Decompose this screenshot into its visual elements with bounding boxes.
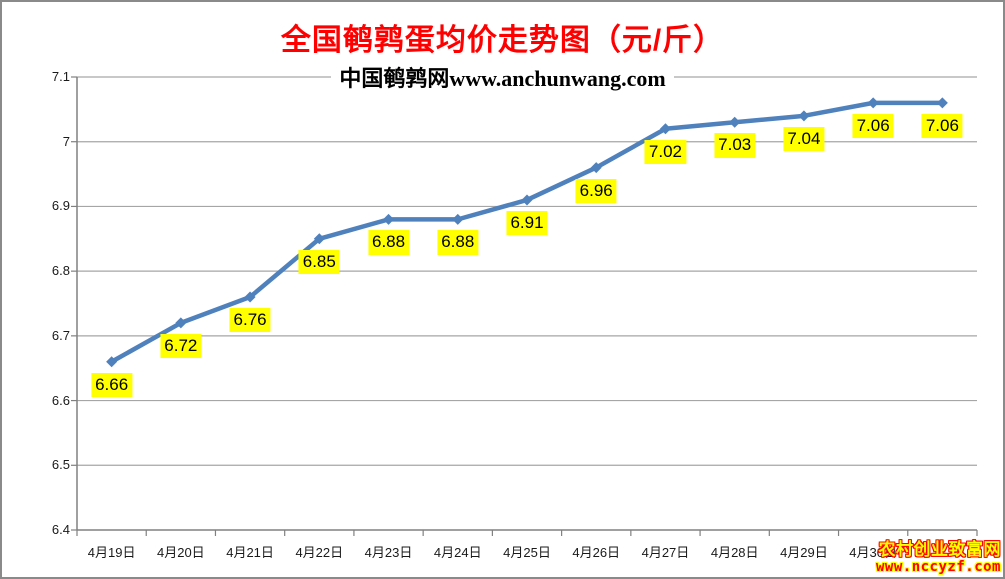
data-point-label: 6.96 — [575, 178, 617, 203]
data-point-label: 6.91 — [506, 210, 548, 236]
data-point-marker — [798, 110, 810, 122]
data-point-marker — [521, 194, 533, 206]
data-point-marker — [590, 162, 602, 174]
x-axis-tick-label: 4月26日 — [572, 545, 621, 560]
data-point-label: 6.85 — [298, 249, 340, 275]
x-axis-tick-label: 4月23日 — [364, 545, 413, 560]
data-point-marker — [729, 116, 741, 128]
x-axis-tick-label: 4月20日 — [156, 545, 205, 560]
data-point-marker — [452, 213, 464, 225]
data-point-label: 7.06 — [852, 113, 894, 139]
y-axis-tick-label: 6.6 — [51, 392, 70, 408]
data-point-marker — [175, 317, 187, 329]
data-point-marker — [383, 213, 395, 225]
data-point-label: 6.72 — [160, 333, 202, 359]
data-point-label: 7.03 — [714, 133, 756, 158]
chart-subtitle: 中国鹌鹑网www.anchunwang.com — [331, 61, 674, 93]
data-point-marker — [659, 123, 671, 135]
watermark: 农村创业致富网 www.nccyzf.com — [876, 541, 1001, 575]
data-point-label: 6.66 — [91, 372, 133, 398]
x-axis-tick-label: 4月22日 — [295, 545, 344, 560]
data-point-label: 6.76 — [229, 308, 271, 333]
x-axis-tick-label: 4月25日 — [503, 545, 551, 560]
y-axis-tick-label: 6.7 — [51, 327, 70, 343]
watermark-site-name: 农村创业致富网 — [878, 540, 1001, 560]
data-point-label: 7.02 — [644, 139, 686, 165]
x-axis-tick-label: 4月27日 — [641, 545, 690, 560]
data-point-label: 6.88 — [437, 230, 479, 255]
x-axis-tick-label: 4月24日 — [433, 545, 482, 560]
x-axis-tick-label: 4月30日 — [849, 545, 897, 560]
x-axis-tick-label: 4月29日 — [780, 545, 828, 560]
chart-title: 全国鹌鹑蛋均价走势图（元/斤） — [280, 24, 725, 57]
y-axis-tick-label: 6.4 — [51, 522, 70, 537]
y-axis-tick-label: 7 — [62, 133, 70, 149]
data-point-marker — [936, 97, 948, 109]
y-axis-tick-label: 6.9 — [51, 198, 70, 214]
data-point-marker — [867, 97, 879, 109]
data-point-marker — [313, 233, 325, 245]
x-axis-tick-label: 4月19日 — [87, 545, 136, 560]
data-point-label: 7.04 — [783, 126, 825, 152]
y-axis-tick-label: 7.1 — [51, 69, 70, 84]
data-point-marker — [106, 356, 118, 368]
data-point-marker — [244, 291, 256, 303]
y-axis-tick-label: 6.5 — [51, 457, 70, 473]
watermark-site-url: www.nccyzf.com — [875, 559, 1001, 576]
chart-subtitle-row: 中国鹌鹑网www.anchunwang.com — [2, 61, 1003, 93]
x-axis-tick-label: 4月21日 — [226, 545, 274, 560]
data-point-label: 7.06 — [921, 113, 963, 139]
y-axis-tick-label: 6.8 — [51, 263, 70, 279]
data-point-label: 6.88 — [367, 230, 410, 255]
x-axis-tick-label: 4月28日 — [710, 545, 759, 560]
